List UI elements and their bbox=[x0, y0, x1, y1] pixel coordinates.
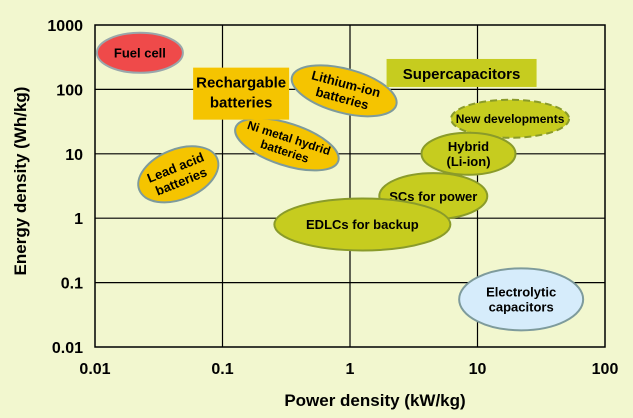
y-tick-label-2: 10 bbox=[65, 147, 83, 164]
region-label-new-developments: New developments bbox=[456, 112, 565, 126]
region-electrolytic-capacitors: Electrolytic capacitors bbox=[458, 267, 585, 332]
region-label-scs-for-power: SCs for power bbox=[389, 189, 477, 204]
region-new-developments: New developments bbox=[450, 98, 571, 139]
y-tick-label-1: 100 bbox=[56, 82, 83, 99]
x-tick-label-1: 0.1 bbox=[211, 361, 233, 378]
axes-layer: 1000 100 10 1 0.1 0.01 0.01 0.1 1 10 100 Power dens… bbox=[11, 18, 618, 410]
category-box-rechargable-batteries bbox=[193, 67, 290, 120]
region-ellipse-hybrid-li-ion bbox=[420, 131, 517, 176]
region-hybrid-li-ion: Hybrid (Li-ion) bbox=[420, 131, 517, 176]
region-ellipse-fuel-cell bbox=[95, 31, 184, 74]
x-tick-label-0: 0.01 bbox=[79, 361, 110, 378]
y-tick-label-4: 0.1 bbox=[61, 276, 83, 293]
x-axis-label: Power density (kW/kg) bbox=[284, 391, 465, 410]
region-ellipse-ni-metal-hydrid-batteries bbox=[234, 117, 340, 172]
region-ellipse-lithium-ion-batteries bbox=[290, 64, 398, 118]
region-ellipse-lead-acid-batteries bbox=[137, 145, 220, 204]
region-label-electrolytic-capacitors: Electrolytic capacitors bbox=[486, 285, 556, 315]
y-tick-label-5: 0.01 bbox=[52, 340, 83, 357]
x-tick-label-3: 10 bbox=[469, 361, 487, 378]
region-lead-acid-batteries: Lead acidbatteries bbox=[137, 145, 220, 204]
labels-layer: Rechargable batteries Supercapacitors bbox=[193, 58, 537, 120]
category-text-supercapacitors: Supercapacitors bbox=[403, 66, 521, 83]
category-box-supercapacitors bbox=[386, 58, 537, 87]
category-text-rechargable-batteries: Rechargable batteries bbox=[196, 75, 286, 112]
x-tick-label-4: 100 bbox=[592, 361, 619, 378]
category-label-supercapacitors: Supercapacitors bbox=[386, 58, 537, 87]
region-lithium-ion-batteries: Lithium-ionbatteries bbox=[290, 64, 398, 118]
category-label-rechargable-batteries: Rechargable batteries bbox=[193, 67, 290, 120]
region-ellipse-electrolytic-capacitors bbox=[458, 267, 585, 332]
region-ellipse-new-developments bbox=[450, 98, 571, 139]
region-fuel-cell: Fuel cell bbox=[95, 31, 184, 74]
y-tick-label-0: 1000 bbox=[47, 18, 83, 35]
region-ellipse-edlcs-for-backup bbox=[273, 197, 452, 252]
region-label-fuel-cell: Fuel cell bbox=[114, 45, 166, 60]
y-tick-label-3: 1 bbox=[74, 211, 83, 228]
y-axis-label: Energy density (Wh/kg) bbox=[11, 87, 30, 276]
region-label-edlcs-for-backup: EDLCs for backup bbox=[306, 217, 419, 232]
region-label-hybrid-li-ion: Hybrid (Li-ion) bbox=[446, 139, 490, 169]
x-tick-label-2: 1 bbox=[346, 361, 355, 378]
region-edlcs-for-backup: EDLCs for backup bbox=[273, 197, 452, 252]
